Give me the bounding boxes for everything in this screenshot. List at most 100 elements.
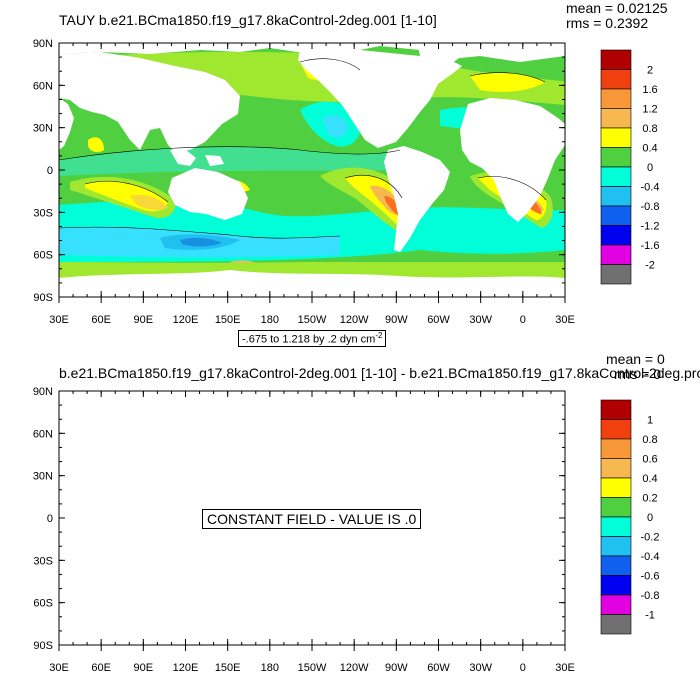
colorbar-swatch xyxy=(600,264,632,285)
colorbar-swatch xyxy=(600,575,632,596)
colorbar-label: 0.4 xyxy=(642,143,657,155)
bottom-panel-title: b.e21.BCma1850.f19_g17.8kaControl-2deg.0… xyxy=(59,365,700,381)
colorbar-label: -2 xyxy=(645,260,655,272)
lon-label: 180 xyxy=(261,662,279,674)
bottom-panel-mean: mean = 0 xyxy=(606,351,665,367)
lon-label: 150E xyxy=(215,314,241,326)
colorbar-swatch xyxy=(600,127,632,148)
lat-label: 90N xyxy=(33,386,53,398)
colorbar-label: 1.2 xyxy=(642,104,657,116)
colorbar-swatch xyxy=(600,244,632,265)
lon-label: 30E xyxy=(49,314,69,326)
top-panel-rms: rms = 0.2392 xyxy=(566,15,649,31)
lat-label: 30S xyxy=(33,207,53,219)
lon-label: 60W xyxy=(427,314,450,326)
lat-label: 60N xyxy=(33,80,53,92)
top-panel-contour-note: -.675 to 1.218 by .2 dyn cm-2 xyxy=(238,330,387,347)
colorbar-label: -0.6 xyxy=(641,571,660,583)
lat-label: 90S xyxy=(33,640,53,652)
colorbar-label: 1 xyxy=(647,415,653,427)
colorbar-swatch xyxy=(600,438,632,459)
lon-label: 30E xyxy=(555,662,575,674)
colorbar-swatch xyxy=(600,477,632,498)
colorbar-swatch xyxy=(600,225,632,246)
lon-label: 30W xyxy=(469,314,492,326)
lat-label: 30N xyxy=(33,471,53,483)
colorbar-label: -0.2 xyxy=(641,532,660,544)
colorbar-swatch xyxy=(600,147,632,168)
colorbar-swatch xyxy=(600,205,632,226)
lon-label: 150W xyxy=(298,314,327,326)
lon-label: 150W xyxy=(298,662,327,674)
colorbar-swatch xyxy=(600,108,632,129)
colorbar-swatch xyxy=(600,536,632,557)
lon-label: 180 xyxy=(261,314,279,326)
lat-label: 60S xyxy=(33,598,53,610)
lon-label: 90W xyxy=(385,662,408,674)
colorbar-swatch xyxy=(600,419,632,440)
colorbars xyxy=(600,49,632,635)
lon-label: 120W xyxy=(340,662,369,674)
colorbar-label: -0.4 xyxy=(641,551,660,563)
colorbar-label: -0.8 xyxy=(641,590,660,602)
colorbar-swatch xyxy=(600,69,632,90)
colorbar-label: 0.4 xyxy=(642,473,657,485)
colorbar-swatch xyxy=(600,88,632,109)
colorbar-label: 2 xyxy=(647,65,653,77)
colorbar-label: 0.8 xyxy=(642,123,657,135)
colorbar-swatch xyxy=(600,186,632,207)
colorbar-label: -1.6 xyxy=(641,240,660,252)
lat-label: 0 xyxy=(47,165,53,177)
lon-label: 0 xyxy=(520,314,526,326)
colorbar-label: 0.8 xyxy=(642,434,657,446)
lat-label: 30N xyxy=(33,123,53,135)
top-map-field xyxy=(59,43,565,297)
lat-label: 60S xyxy=(33,250,53,262)
lat-label: 0 xyxy=(47,513,53,525)
colorbar-swatch xyxy=(600,594,632,615)
bottom-panel-rms: rms = 0 xyxy=(614,366,662,382)
lon-label: 90W xyxy=(385,314,408,326)
axis-ticks xyxy=(58,42,566,651)
lon-label: 90E xyxy=(134,314,154,326)
lon-label: 30E xyxy=(555,314,575,326)
lon-label: 60W xyxy=(427,662,450,674)
colorbar-label: 0.6 xyxy=(642,454,657,466)
colorbar-swatch xyxy=(600,458,632,479)
top-panel-title: TAUY b.e21.BCma1850.f19_g17.8kaControl-2… xyxy=(59,12,437,28)
lon-label: 150E xyxy=(215,662,241,674)
axis-labels: 90N 60N 30N 0 30S 60S 90S 30E 60E 90E 120E 150E 180 1… xyxy=(33,38,660,674)
lat-label: 90S xyxy=(33,292,53,304)
colorbar-swatch xyxy=(600,166,632,187)
colorbar-swatch xyxy=(600,497,632,518)
colorbar-swatch xyxy=(600,614,632,635)
lon-label: 120E xyxy=(173,662,199,674)
lon-label: 0 xyxy=(520,662,526,674)
colorbar-label: -0.8 xyxy=(641,201,660,213)
contour-note-sup: -2 xyxy=(375,331,383,340)
colorbar-swatch xyxy=(600,399,632,420)
lat-label: 90N xyxy=(33,38,53,50)
lon-label: 30E xyxy=(49,662,69,674)
constant-field-message: CONSTANT FIELD - VALUE IS .0 xyxy=(202,509,422,529)
colorbar-swatch xyxy=(600,516,632,537)
top-panel-mean: mean = 0.02125 xyxy=(566,0,668,16)
colorbar-label: 0 xyxy=(647,162,653,174)
lon-label: 120E xyxy=(173,314,199,326)
colorbar-label: -1.2 xyxy=(641,221,660,233)
lon-label: 60E xyxy=(91,314,111,326)
colorbar-swatch xyxy=(600,49,632,70)
colorbar-label: 0 xyxy=(647,512,653,524)
lat-label: 60N xyxy=(33,428,53,440)
lon-label: 60E xyxy=(91,662,111,674)
lon-label: 30W xyxy=(469,662,492,674)
colorbar-label: -1 xyxy=(645,610,655,622)
colorbar-label: 1.6 xyxy=(642,84,657,96)
lon-label: 120W xyxy=(340,314,369,326)
top-map-contours xyxy=(59,58,547,239)
colorbar-label: 0.2 xyxy=(642,493,657,505)
colorbar-label: -0.4 xyxy=(641,182,660,194)
lat-label: 30S xyxy=(33,555,53,567)
lon-label: 90E xyxy=(134,662,154,674)
